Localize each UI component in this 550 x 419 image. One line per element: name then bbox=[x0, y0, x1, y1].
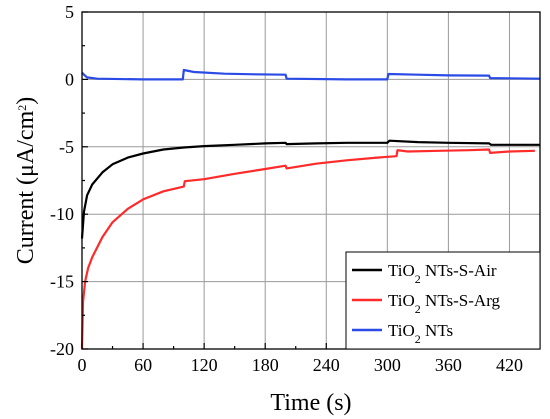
x-tick-label: 300 bbox=[374, 355, 401, 375]
y-tick-label: -20 bbox=[50, 339, 74, 359]
x-tick-label: 180 bbox=[252, 355, 279, 375]
y-tick-label: 5 bbox=[65, 2, 74, 22]
series-line-1 bbox=[80, 148, 535, 350]
legend-label-2: TiO2 NTs bbox=[388, 321, 453, 346]
y-tick-label: -10 bbox=[50, 204, 74, 224]
x-tick-label: 360 bbox=[435, 355, 462, 375]
x-tick-label: 120 bbox=[191, 355, 218, 375]
y-axis-title: Current (μA/cm2) bbox=[13, 97, 39, 265]
legend-label-0: TiO2 NTs-S-Air bbox=[388, 261, 497, 286]
x-axis-title: Time (s) bbox=[270, 390, 351, 416]
grid bbox=[82, 12, 540, 349]
x-tick-label: 0 bbox=[78, 355, 87, 375]
x-tick-label: 420 bbox=[496, 355, 523, 375]
ticks: 0 60 120 180 240 300 360 420 5 0 -5 -10 -15 -20 bbox=[50, 2, 523, 375]
x-tick-label: 240 bbox=[313, 355, 340, 375]
legend: TiO2 NTs-S-Air TiO2 NTs-S-Arg TiO2 NTs bbox=[345, 251, 541, 350]
y-tick-label: 0 bbox=[65, 69, 74, 89]
y-axis-title-sup: 2 bbox=[15, 105, 29, 111]
y-tick-label: -5 bbox=[59, 137, 74, 157]
series-line-0 bbox=[80, 139, 540, 239]
y-tick-label: -15 bbox=[50, 272, 74, 292]
series-line-2 bbox=[81, 68, 541, 81]
y-axis-title-close: ) bbox=[13, 97, 39, 105]
series-layer bbox=[80, 68, 541, 350]
y-axis-title-base: Current (μA/cm bbox=[13, 110, 39, 264]
x-tick-label: 60 bbox=[134, 355, 152, 375]
legend-label-1: TiO2 NTs-S-Arg bbox=[388, 291, 501, 316]
